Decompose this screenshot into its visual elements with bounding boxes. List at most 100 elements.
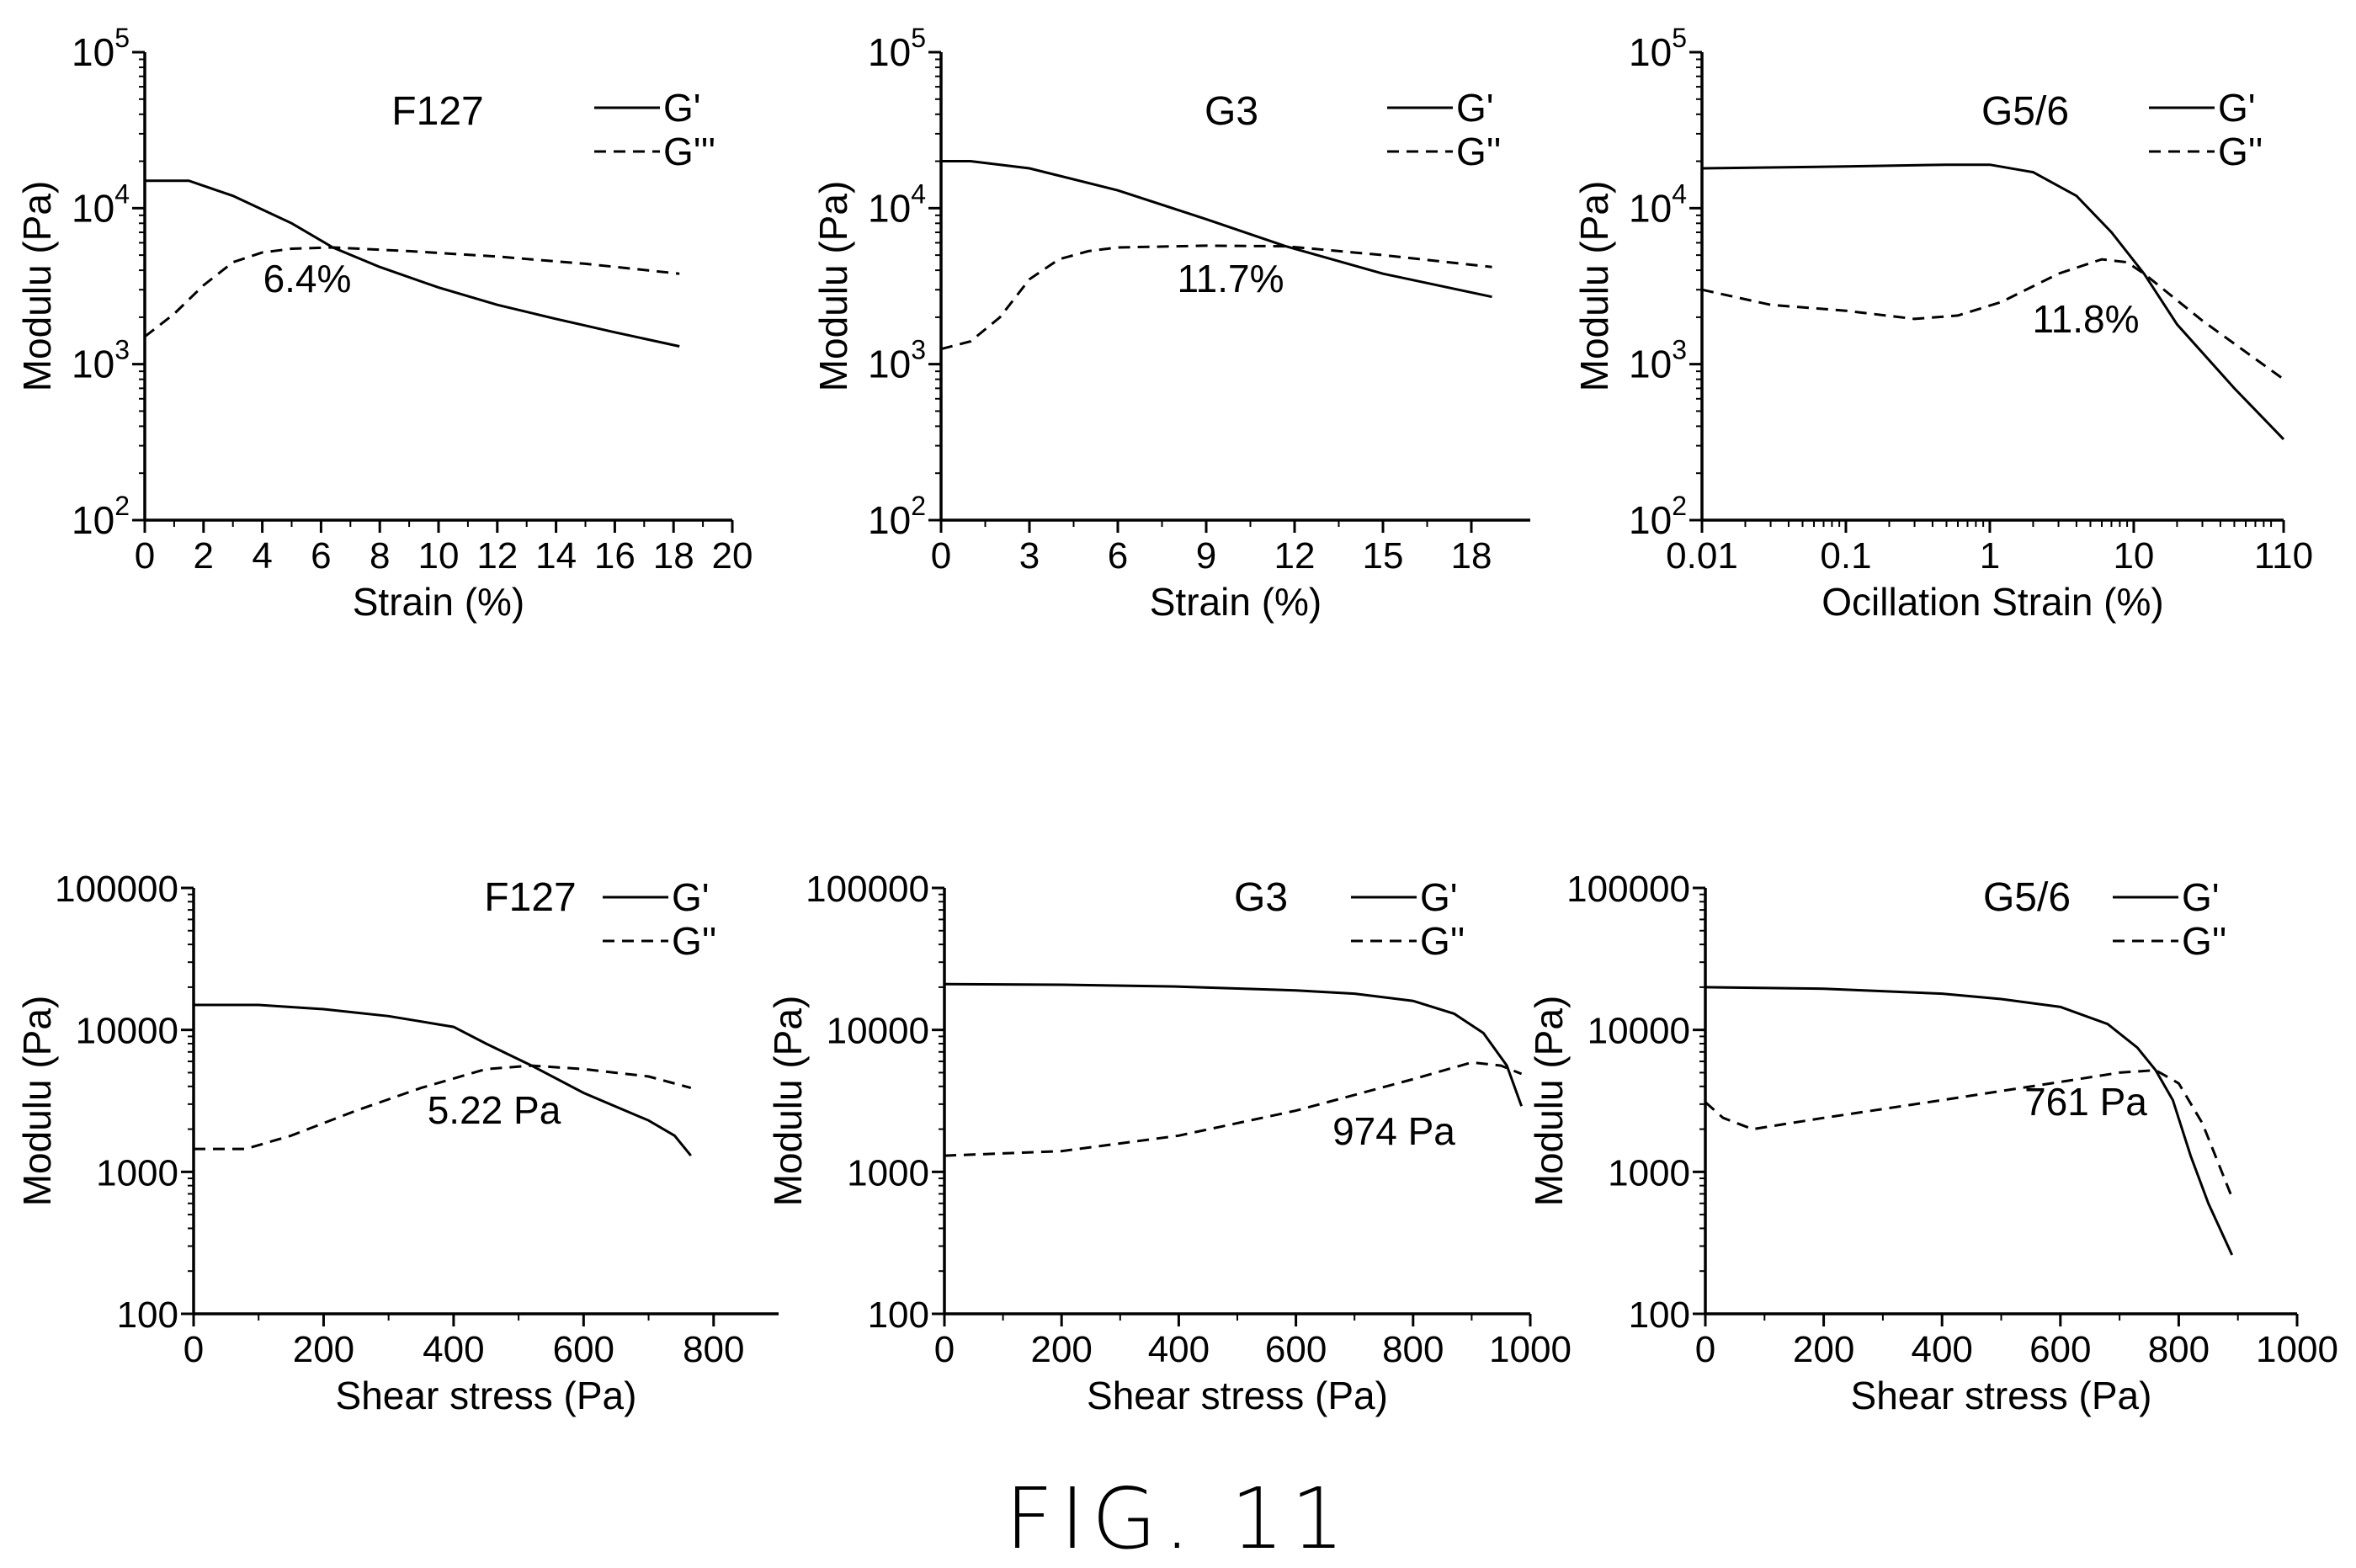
y-tick-label: 103 bbox=[1629, 335, 1687, 386]
chart-panel-1: 0 2 4 6 8 10 12 14 16 18 20 102 103 104 105 Strain (%) M… bbox=[15, 23, 753, 624]
x-tick-label: 400 bbox=[1148, 1329, 1210, 1370]
x-tick-label: 600 bbox=[553, 1329, 614, 1370]
x-axis-title: Strain (%) bbox=[1150, 580, 1322, 624]
chart-panel-4: 0 200 400 600 800 100 1000 10000 100000 Shear str… bbox=[15, 869, 779, 1417]
legend-label: G' bbox=[663, 86, 701, 130]
legend-label: G''' bbox=[663, 130, 715, 173]
y-axis-title: Modulu (Pa) bbox=[811, 181, 855, 392]
x-tick-label: 1 bbox=[1980, 535, 2000, 577]
legend-label: G'' bbox=[1456, 130, 1501, 173]
crossover-annotation: 761 Pa bbox=[2024, 1080, 2147, 1124]
x-tick-label: 18 bbox=[653, 535, 694, 577]
y-tick-label: 10000 bbox=[827, 1011, 929, 1052]
x-tick-label: 8 bbox=[370, 535, 390, 577]
series-line-g-double-prime bbox=[194, 1064, 692, 1151]
y-tick-label: 100000 bbox=[55, 869, 178, 910]
legend-label: G'' bbox=[2182, 919, 2226, 963]
x-tick-label: 800 bbox=[1382, 1329, 1444, 1370]
x-tick-label: 0 bbox=[135, 535, 155, 577]
x-tick-label: 6 bbox=[1108, 535, 1128, 577]
figure-caption: FIG. 11 bbox=[1004, 1470, 1352, 1568]
y-tick-label: 100 bbox=[868, 1294, 929, 1336]
x-tick-label: 400 bbox=[423, 1329, 484, 1370]
x-tick-label: 600 bbox=[2029, 1329, 2091, 1370]
sample-label: G5/6 bbox=[1983, 875, 2071, 920]
x-tick-label: 14 bbox=[535, 535, 577, 577]
y-tick-label: 105 bbox=[868, 23, 926, 74]
y-tick-label: 102 bbox=[72, 491, 130, 542]
x-tick-label: 10 bbox=[418, 535, 460, 577]
x-tick-label: 12 bbox=[476, 535, 518, 577]
y-axis-title: Modulu (Pa) bbox=[1527, 996, 1571, 1207]
sample-label: G3 bbox=[1205, 89, 1258, 134]
y-tick-label: 100000 bbox=[806, 869, 929, 910]
x-tick-label: 1000 bbox=[2256, 1329, 2338, 1370]
legend-label: G' bbox=[2182, 875, 2220, 919]
legend-label: G' bbox=[2218, 86, 2256, 130]
y-axis-title: Modulu (Pa) bbox=[766, 996, 810, 1207]
chart-panel-2: 0 3 6 9 12 15 18 102 103 104 105 Strain (%) Modulu (… bbox=[811, 23, 1530, 624]
x-tick-label: 0 bbox=[934, 1329, 955, 1370]
legend-label: G' bbox=[1456, 86, 1494, 130]
x-tick-label: 20 bbox=[712, 535, 753, 577]
sample-label: G3 bbox=[1234, 875, 1288, 920]
series-line-g-prime bbox=[944, 982, 1524, 1107]
y-tick-label: 102 bbox=[868, 491, 926, 542]
y-tick-label: 103 bbox=[868, 335, 926, 386]
legend-label: G' bbox=[1420, 875, 1458, 919]
x-tick-label: 800 bbox=[683, 1329, 744, 1370]
y-tick-label: 102 bbox=[1629, 491, 1687, 542]
y-tick-label: 1000 bbox=[96, 1152, 178, 1193]
chart-panel-6: 0 200 400 600 800 1000 100 1000 10000 100000 Shear… bbox=[1527, 869, 2338, 1417]
x-tick-label: 0 bbox=[1695, 1329, 1715, 1370]
x-tick-label: 12 bbox=[1274, 535, 1316, 577]
x-tick-label: 1000 bbox=[1489, 1329, 1572, 1370]
x-axis-title: Shear stress (Pa) bbox=[1851, 1374, 2152, 1417]
series-line-g-prime bbox=[941, 160, 1492, 299]
series-line-g-double-prime bbox=[1701, 258, 2284, 380]
legend-label: G'' bbox=[1420, 919, 1465, 963]
sample-label: F127 bbox=[484, 875, 576, 920]
y-tick-label: 100 bbox=[117, 1294, 178, 1336]
y-tick-label: 104 bbox=[72, 178, 130, 230]
x-axis-title: Ocillation Strain (%) bbox=[1822, 580, 2163, 624]
x-axis-title: Shear stress (Pa) bbox=[1087, 1374, 1388, 1417]
x-tick-label: 110 bbox=[2254, 535, 2313, 577]
legend-label: G'' bbox=[2218, 130, 2263, 173]
series-line-g-prime bbox=[1701, 163, 2285, 440]
y-tick-label: 100000 bbox=[1566, 869, 1690, 910]
x-tick-label: 0 bbox=[931, 535, 951, 577]
crossover-annotation: 11.7% bbox=[1177, 257, 1284, 300]
crossover-annotation: 11.8% bbox=[2032, 297, 2139, 341]
y-axis-title: Modulu (Pa) bbox=[15, 996, 59, 1207]
x-tick-label: 4 bbox=[252, 535, 272, 577]
series-line-g-double-prime bbox=[144, 246, 680, 338]
y-tick-label: 1000 bbox=[1608, 1152, 1690, 1193]
y-tick-label: 104 bbox=[868, 178, 926, 230]
sample-label: G5/6 bbox=[1981, 89, 2069, 134]
y-tick-label: 105 bbox=[1629, 23, 1687, 74]
y-tick-label: 10000 bbox=[76, 1011, 178, 1052]
x-tick-label: 10 bbox=[2113, 535, 2154, 577]
crossover-annotation: 6.4% bbox=[263, 257, 352, 300]
y-tick-label: 10000 bbox=[1588, 1011, 1690, 1052]
x-tick-label: 0 bbox=[183, 1329, 204, 1370]
x-tick-label: 2 bbox=[194, 535, 214, 577]
y-tick-label: 1000 bbox=[847, 1152, 929, 1193]
x-tick-label: 200 bbox=[1030, 1329, 1092, 1370]
series-line-g-prime bbox=[1705, 986, 2234, 1256]
y-axis-title: Modulu (Pa) bbox=[1572, 181, 1616, 392]
series-line-g-prime bbox=[194, 1003, 692, 1157]
crossover-annotation: 5.22 Pa bbox=[428, 1088, 561, 1132]
legend-label: G'' bbox=[672, 919, 716, 963]
x-axis-title: Strain (%) bbox=[353, 580, 524, 624]
x-tick-label: 600 bbox=[1265, 1329, 1327, 1370]
chart-panel-5: 0 200 400 600 800 1000 100 1000 10000 100000 Shear… bbox=[766, 869, 1572, 1417]
y-axis-title: Modulu (Pa) bbox=[15, 181, 59, 392]
series-line-g-double-prime bbox=[944, 1060, 1523, 1157]
x-tick-label: 16 bbox=[594, 535, 636, 577]
crossover-annotation: 974 Pa bbox=[1332, 1109, 1455, 1153]
y-tick-label: 100 bbox=[1629, 1294, 1690, 1336]
